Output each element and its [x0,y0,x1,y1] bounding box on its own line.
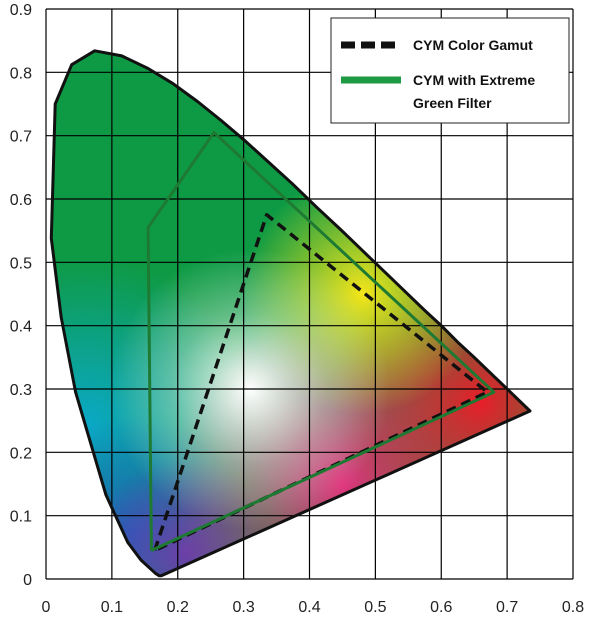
y-tick-label: 0.6 [10,192,32,209]
y-tick-label: 0.1 [10,509,32,526]
spectral-locus-outline [49,49,532,578]
y-tick-label: 0.5 [10,255,32,272]
y-axis-ticks: 0 0.1 0.2 0.3 0.4 0.5 0.6 0.7 0.8 0.9 [10,2,32,589]
y-tick-label: 0.7 [10,129,32,146]
x-tick-label: 0.8 [562,599,584,616]
y-tick-label: 0.8 [10,65,32,82]
y-tick-label: 0.3 [10,382,32,399]
legend-label-green-filter-line2: Green Filter [413,95,492,111]
x-axis-ticks: 0 0.1 0.2 0.3 0.4 0.5 0.6 0.7 0.8 [42,599,585,616]
x-tick-label: 0.2 [167,599,189,616]
x-tick-label: 0 [42,599,51,616]
y-tick-label: 0 [23,572,32,589]
y-tick-label: 0.9 [10,2,32,19]
y-tick-label: 0.4 [10,319,32,336]
series-cym-extreme-green-filter [146,131,496,552]
x-tick-label: 0.1 [101,599,123,616]
legend-box [330,17,570,124]
x-tick-label: 0.4 [298,599,320,616]
legend: CYM Color Gamut CYM with Extreme Green F… [330,17,570,124]
x-tick-label: 0.3 [233,599,255,616]
x-tick-label: 0.5 [364,599,386,616]
x-tick-label: 0.6 [430,599,452,616]
gamut-series [146,131,496,553]
legend-label-cym-gamut: CYM Color Gamut [413,37,533,53]
legend-label-green-filter-line1: CYM with Extreme [413,72,535,88]
y-tick-label: 0.2 [10,445,32,462]
grid-lines [45,8,574,580]
x-tick-label: 0.7 [496,599,518,616]
